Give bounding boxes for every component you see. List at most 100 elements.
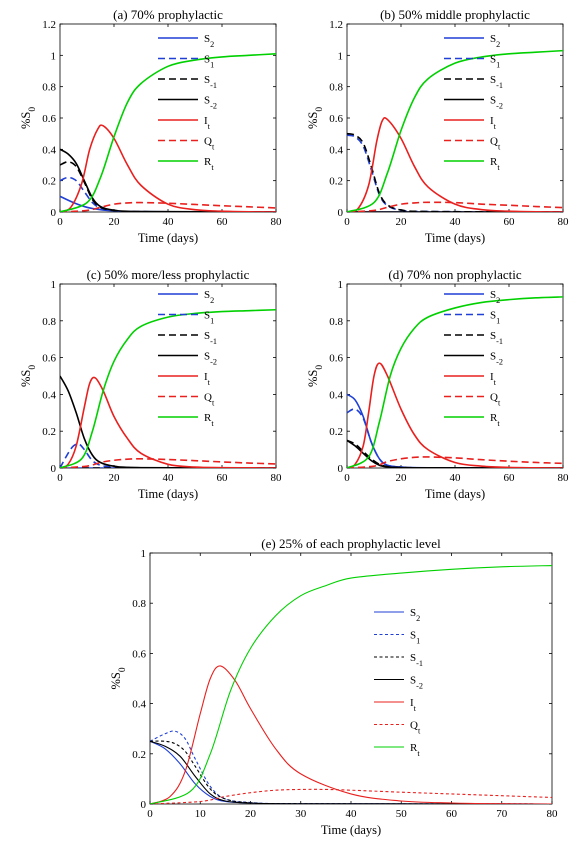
x-tick-label: 80	[271, 216, 283, 228]
y-tick-label: 0.2	[329, 176, 343, 188]
plot-area	[59, 23, 277, 213]
legend-label: Qt	[204, 136, 215, 152]
x-tick-label: 50	[396, 808, 408, 820]
legend-label: S-1	[204, 74, 217, 90]
legend-label: Rt	[204, 156, 214, 172]
x-tick-label: 70	[496, 808, 508, 820]
chart-panel-3: (c) 50% more/less prophylactic 0 20 40 60 80 0…	[19, 267, 282, 501]
y-tick-label: 1	[141, 548, 147, 560]
series-line-S1	[60, 443, 276, 468]
series-line-S-1	[60, 161, 276, 212]
y-tick-label: 0.8	[42, 316, 56, 328]
x-tick-label: 80	[558, 472, 570, 484]
x-axis-label: Time (days)	[425, 231, 485, 245]
series-line-Qt	[150, 788, 552, 804]
x-tick-label: 0	[57, 216, 63, 228]
x-axis-label: Time (days)	[138, 487, 198, 501]
y-tick-label: 0.8	[132, 598, 146, 610]
x-tick-label: 60	[446, 808, 458, 820]
legend-label: S1	[490, 54, 500, 70]
y-tick-label: 0.4	[329, 144, 343, 156]
legend-label: S-1	[410, 652, 423, 668]
x-tick-label: 60	[217, 216, 229, 228]
series-line-S1	[60, 176, 276, 212]
x-axis-label: Time (days)	[425, 487, 485, 501]
x-tick-label: 20	[245, 808, 257, 820]
legend-label: Qt	[204, 392, 215, 408]
legend-label: S2	[204, 33, 214, 49]
x-tick-label: 60	[504, 472, 516, 484]
legend: S2 S1 S-1 S-2 It Qt Rt	[158, 33, 217, 172]
series-line-S2	[347, 393, 563, 468]
legend-label: S-2	[204, 95, 217, 111]
x-tick-label: 60	[504, 216, 516, 228]
y-tick-label: 0.4	[42, 389, 56, 401]
x-tick-label: 20	[109, 472, 121, 484]
series-line-S-2	[60, 375, 276, 468]
series-line-It	[60, 376, 276, 468]
x-axis-label: Time (days)	[321, 823, 381, 837]
series-line-Qt	[347, 456, 563, 468]
series-line-Rt	[347, 296, 563, 468]
y-tick-label: 0	[51, 463, 57, 475]
y-tick-label: 0.8	[42, 82, 56, 94]
legend-label: S1	[204, 54, 214, 70]
y-tick-label: 0.2	[42, 426, 56, 438]
y-axis-label: %S0	[109, 667, 128, 689]
legend-label: S1	[490, 310, 500, 326]
y-tick-label: 0	[141, 799, 147, 811]
y-tick-label: 0	[338, 207, 344, 219]
y-tick-label: 0.8	[329, 316, 343, 328]
x-tick-label: 40	[163, 216, 175, 228]
series-line-Rt	[60, 52, 276, 212]
series-line-Qt	[347, 201, 563, 212]
legend-label: It	[490, 115, 497, 131]
legend-label: S2	[204, 289, 214, 305]
legend-label: S1	[204, 310, 214, 326]
x-tick-label: 40	[163, 472, 175, 484]
y-tick-label: 1.2	[42, 19, 56, 31]
series-line-S-2	[60, 148, 276, 212]
series-line-It	[347, 117, 563, 212]
y-tick-label: 0.2	[132, 749, 146, 761]
y-axis-label: %S0	[306, 365, 325, 387]
legend-label: S1	[410, 630, 420, 646]
legend-label: It	[204, 115, 211, 131]
y-tick-label: 0.2	[42, 176, 56, 188]
y-tick-label: 0	[51, 207, 57, 219]
series-line-Qt	[60, 457, 276, 468]
series-line-Qt	[60, 201, 276, 212]
chart-title: (e) 25% of each prophylactic level	[261, 536, 441, 551]
x-tick-label: 80	[271, 472, 283, 484]
y-tick-label: 1.2	[329, 19, 343, 31]
y-tick-label: 0.6	[329, 113, 343, 125]
x-tick-label: 10	[195, 808, 207, 820]
series-line-S1	[150, 730, 552, 804]
x-tick-label: 20	[109, 216, 121, 228]
legend-label: Qt	[490, 136, 501, 152]
y-tick-label: 1	[51, 50, 57, 62]
y-tick-label: 1	[338, 50, 344, 62]
y-tick-label: 0.4	[132, 699, 146, 711]
chart-panel-4: (d) 70% non prophylactic 0 20 40 60 80 0 0.2 0.4…	[306, 267, 569, 501]
series-line-S-2	[347, 439, 563, 468]
legend-label: Rt	[204, 412, 214, 428]
x-tick-label: 0	[344, 216, 350, 228]
legend-label: It	[410, 697, 417, 713]
y-axis-label: %S0	[19, 107, 38, 129]
y-axis-label: %S0	[19, 365, 38, 387]
series-line-Rt	[150, 565, 552, 804]
y-tick-label: 0	[338, 463, 344, 475]
legend-label: Qt	[490, 392, 501, 408]
legend: S2 S1 S-1 S-2 It Qt Rt	[444, 33, 503, 172]
x-tick-label: 80	[558, 216, 570, 228]
chart-panel-1: (a) 70% prophylactic 0 20 40 60 80 0 0.2 0.4 0.6 0…	[19, 7, 282, 245]
series-line-S1	[347, 134, 563, 212]
x-tick-label: 20	[396, 216, 408, 228]
chart-title: (a) 70% prophylactic	[113, 7, 223, 22]
series-line-It	[60, 124, 276, 212]
y-tick-label: 1	[338, 279, 344, 291]
x-tick-label: 0	[344, 472, 350, 484]
y-tick-label: 0.2	[329, 426, 343, 438]
